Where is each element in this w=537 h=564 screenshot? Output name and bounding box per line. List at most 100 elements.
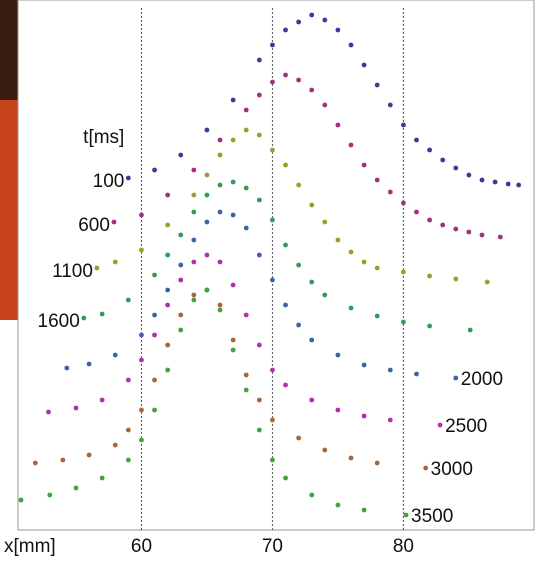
data-point bbox=[139, 407, 144, 413]
data-point bbox=[270, 367, 275, 373]
data-point bbox=[60, 457, 66, 463]
data-point bbox=[139, 332, 144, 338]
data-point bbox=[230, 212, 236, 218]
data-point bbox=[178, 312, 184, 318]
data-point bbox=[322, 292, 328, 298]
data-point bbox=[296, 19, 302, 25]
data-point bbox=[348, 249, 354, 255]
data-point bbox=[440, 157, 446, 163]
data-point bbox=[401, 319, 406, 325]
data-point bbox=[256, 132, 262, 138]
data-point bbox=[217, 209, 223, 215]
data-point bbox=[256, 252, 262, 258]
legend-title: t[ms] bbox=[83, 127, 124, 148]
data-point bbox=[453, 226, 459, 232]
data-point bbox=[64, 365, 70, 371]
data-point bbox=[283, 27, 288, 33]
data-point bbox=[335, 27, 341, 33]
data-point bbox=[152, 272, 157, 278]
data-point bbox=[125, 377, 131, 383]
data-point bbox=[191, 297, 197, 303]
data-point bbox=[361, 362, 367, 368]
data-point bbox=[322, 102, 328, 108]
data-point bbox=[361, 162, 367, 168]
data-point bbox=[94, 265, 100, 271]
series-label: 1600 bbox=[38, 311, 80, 332]
data-point bbox=[191, 167, 197, 173]
data-point bbox=[139, 357, 144, 363]
data-point bbox=[165, 222, 171, 228]
data-point bbox=[270, 277, 275, 283]
data-point bbox=[204, 192, 210, 198]
series-label: 600 bbox=[78, 215, 110, 236]
data-point bbox=[466, 172, 472, 178]
x-tick-label: 80 bbox=[393, 536, 414, 557]
data-point bbox=[191, 237, 197, 243]
data-point bbox=[191, 292, 197, 298]
data-point bbox=[191, 209, 197, 215]
data-point bbox=[335, 502, 341, 508]
data-point bbox=[387, 367, 393, 373]
data-point bbox=[505, 181, 511, 187]
data-point bbox=[322, 17, 328, 23]
data-point bbox=[243, 127, 249, 133]
data-point bbox=[348, 42, 354, 48]
data-point bbox=[466, 229, 472, 235]
photo-edge-dark bbox=[0, 0, 20, 100]
data-point bbox=[335, 352, 341, 358]
x-tick-label: 60 bbox=[131, 536, 152, 557]
data-point bbox=[32, 460, 38, 466]
data-point bbox=[270, 42, 275, 48]
data-point bbox=[204, 252, 210, 258]
data-point bbox=[361, 413, 367, 419]
data-point bbox=[309, 337, 315, 343]
data-point bbox=[283, 302, 288, 308]
data-point bbox=[335, 237, 341, 243]
data-point bbox=[99, 397, 105, 403]
x-axis-label: x[mm] bbox=[4, 536, 56, 557]
series-label: 2500 bbox=[445, 416, 487, 437]
data-point bbox=[387, 417, 393, 423]
data-point bbox=[387, 102, 393, 108]
data-point bbox=[230, 179, 236, 185]
x-tick-label: 70 bbox=[262, 536, 283, 557]
series-label: 1100 bbox=[52, 261, 93, 282]
data-point bbox=[453, 165, 459, 171]
data-point bbox=[243, 312, 249, 318]
data-point bbox=[374, 265, 380, 271]
plot-frame bbox=[17, 0, 535, 531]
data-point bbox=[111, 219, 117, 225]
data-point bbox=[112, 259, 118, 265]
series-label: 2000 bbox=[461, 369, 503, 390]
data-point bbox=[230, 97, 236, 103]
data-point bbox=[86, 361, 92, 367]
data-point bbox=[191, 192, 197, 198]
data-point bbox=[467, 327, 473, 333]
data-point bbox=[309, 87, 315, 93]
data-point bbox=[112, 442, 118, 448]
data-point bbox=[125, 457, 131, 463]
data-point bbox=[401, 200, 406, 206]
data-point bbox=[178, 262, 184, 268]
data-point bbox=[152, 332, 157, 338]
data-point bbox=[165, 192, 171, 198]
data-point bbox=[86, 452, 92, 458]
data-point bbox=[217, 259, 223, 265]
data-point bbox=[46, 409, 51, 415]
data-point bbox=[139, 212, 144, 218]
data-point bbox=[423, 465, 429, 471]
data-point bbox=[361, 259, 367, 265]
data-point bbox=[309, 397, 315, 403]
data-point bbox=[374, 82, 380, 88]
data-point bbox=[230, 347, 236, 353]
data-point bbox=[81, 315, 87, 321]
data-point bbox=[283, 475, 288, 481]
data-point bbox=[165, 287, 171, 293]
data-point bbox=[204, 172, 210, 178]
data-point bbox=[453, 375, 459, 381]
data-point bbox=[322, 447, 328, 453]
data-point bbox=[387, 189, 393, 195]
data-point bbox=[296, 322, 302, 328]
data-point bbox=[230, 282, 236, 288]
